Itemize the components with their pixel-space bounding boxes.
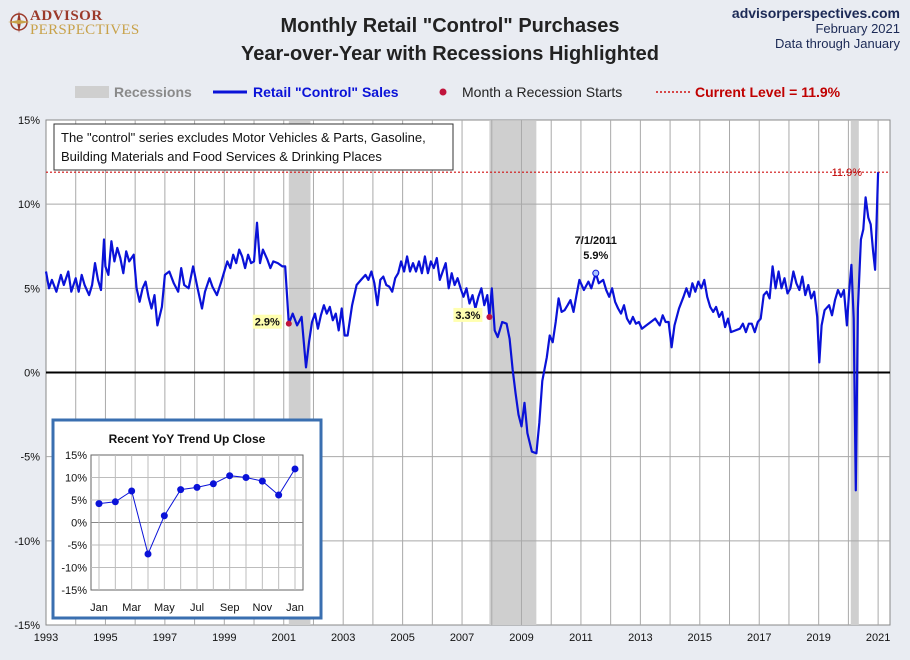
x-tick-label: 2007 <box>450 632 474 644</box>
x-tick-label: 2003 <box>331 632 355 644</box>
recession-start-label-bg <box>453 307 483 322</box>
inset-y-tick-label: 10% <box>65 473 87 485</box>
logo-text-bottom: PERSPECTIVES <box>30 22 140 38</box>
advisor-perspectives-logo: ADVISOR PERSPECTIVES <box>8 8 168 38</box>
inset-gridlines <box>91 455 303 590</box>
inset-x-tick-label: Mar <box>122 602 141 614</box>
y-tick-label: 15% <box>18 115 40 127</box>
inset-point <box>291 465 299 473</box>
inset-y-tick-label: 5% <box>71 495 87 507</box>
series-line-retail-control <box>44 172 880 492</box>
inset-point <box>209 480 217 488</box>
recession-start-label: 2.9% <box>255 317 280 329</box>
x-tick-label: 2005 <box>390 632 414 644</box>
y-tick-label: -10% <box>14 536 40 548</box>
inset-point <box>242 474 250 481</box>
x-tick-label: 2017 <box>747 632 771 644</box>
inset-title: Recent YoY Trend Up Close <box>109 432 266 446</box>
inset-point <box>128 487 136 495</box>
inset-point <box>226 472 234 480</box>
data-through: Data through January <box>774 36 900 51</box>
chart-title-line2: Year-over-Year with Recessions Highlight… <box>241 43 659 65</box>
inset-x-axis-ticks: Jan Mar May Jul Sep Nov Jan <box>90 602 304 614</box>
recession-start-point <box>486 313 493 320</box>
x-tick-label: 1997 <box>153 632 177 644</box>
inset-chart: Recent YoY Trend Up Close 15% 10% 5% 0% -5% -… <box>51 418 323 620</box>
inset-series-points <box>95 465 299 558</box>
inset-x-tick-label: Jan <box>90 602 108 614</box>
inset-x-tick-label: Jul <box>190 602 204 614</box>
inset-y-tick-label: -15% <box>61 585 87 597</box>
inset-y-tick-label: 15% <box>65 450 87 462</box>
y-tick-label: 5% <box>24 283 40 295</box>
y-tick-label: -5% <box>20 452 40 464</box>
inset-point <box>258 477 266 485</box>
inset-point <box>160 512 168 520</box>
note-box: The "control" series excludes Motor Vehi… <box>53 123 454 171</box>
x-tick-label: 2015 <box>688 632 712 644</box>
recession-start-point <box>285 320 292 327</box>
legend: Recessions Retail "Control" Sales Month … <box>75 84 841 100</box>
note-line1: The "control" series excludes Motor Vehi… <box>61 130 426 145</box>
x-tick-label: 2009 <box>509 632 533 644</box>
legend-marker-swatch <box>439 88 447 96</box>
inset-x-tick-label: Nov <box>253 602 273 614</box>
inset-y-tick-label: 0% <box>71 518 87 530</box>
x-tick-label: 1999 <box>212 632 236 644</box>
inset-x-tick-label: Jan <box>286 602 304 614</box>
inset-point <box>193 483 201 491</box>
source-block: advisorperspectives.com February 2021 Da… <box>731 5 900 52</box>
inset-point <box>111 498 119 506</box>
inset-y-axis-ticks: 15% 10% 5% 0% -5% -10% -15% <box>61 450 87 597</box>
y-tick-label: 10% <box>18 199 40 211</box>
source-site: advisorperspectives.com <box>731 5 900 21</box>
current-level-label: 11.9% <box>832 167 863 179</box>
note-line2: Building Materials and Food Services & D… <box>61 149 382 164</box>
x-tick-label: 2001 <box>272 632 296 644</box>
note-box-frame <box>53 123 454 171</box>
legend-current-label: Current Level = 11.9% <box>695 84 841 100</box>
source-date: February 2021 <box>815 21 900 36</box>
inset-y-tick-label: -5% <box>67 540 87 552</box>
chart-title: Monthly Retail "Control" Purchases Year-… <box>180 12 720 68</box>
highlight-point <box>592 269 600 277</box>
highlight-date-label: 7/1/2011 <box>575 235 617 247</box>
inset-y-tick-label: -10% <box>61 563 87 575</box>
y-tick-label: -15% <box>14 620 40 632</box>
annotations: 2.9% 3.3% 7/1/2011 5.9% 11.9% <box>252 167 863 329</box>
legend-recession-swatch <box>75 86 109 98</box>
chart-title-line1: Monthly Retail "Control" Purchases <box>280 15 620 37</box>
inset-point <box>177 486 185 494</box>
x-axis-ticks: 1993 1995 1997 1999 2001 2003 2005 2007 2009 2011… <box>34 632 891 644</box>
x-tick-label: 2013 <box>628 632 652 644</box>
inset-point <box>144 550 152 558</box>
inset-point <box>275 491 283 499</box>
legend-series-label: Retail "Control" Sales <box>253 84 399 100</box>
legend-marker-label: Month a Recession Starts <box>462 84 622 100</box>
y-tick-label: 0% <box>24 368 40 380</box>
compass-icon <box>8 11 30 33</box>
x-tick-label: 2021 <box>866 632 890 644</box>
x-tick-label: 2019 <box>806 632 830 644</box>
legend-recession-label: Recessions <box>114 84 192 100</box>
recession-start-label-bg <box>252 314 282 329</box>
x-tick-label: 2011 <box>569 632 593 644</box>
inset-x-tick-label: May <box>154 602 175 614</box>
y-axis-ticks: 15% 10% 5% 0% -5% -10% -15% <box>14 115 40 632</box>
highlight-value-label: 5.9% <box>583 250 608 262</box>
x-tick-label: 1993 <box>34 632 58 644</box>
inset-point <box>95 500 103 508</box>
x-tick-label: 1995 <box>93 632 117 644</box>
recession-start-label: 3.3% <box>455 310 480 322</box>
logo-text-top: ADVISOR <box>30 8 103 24</box>
inset-x-tick-label: Sep <box>220 602 240 614</box>
